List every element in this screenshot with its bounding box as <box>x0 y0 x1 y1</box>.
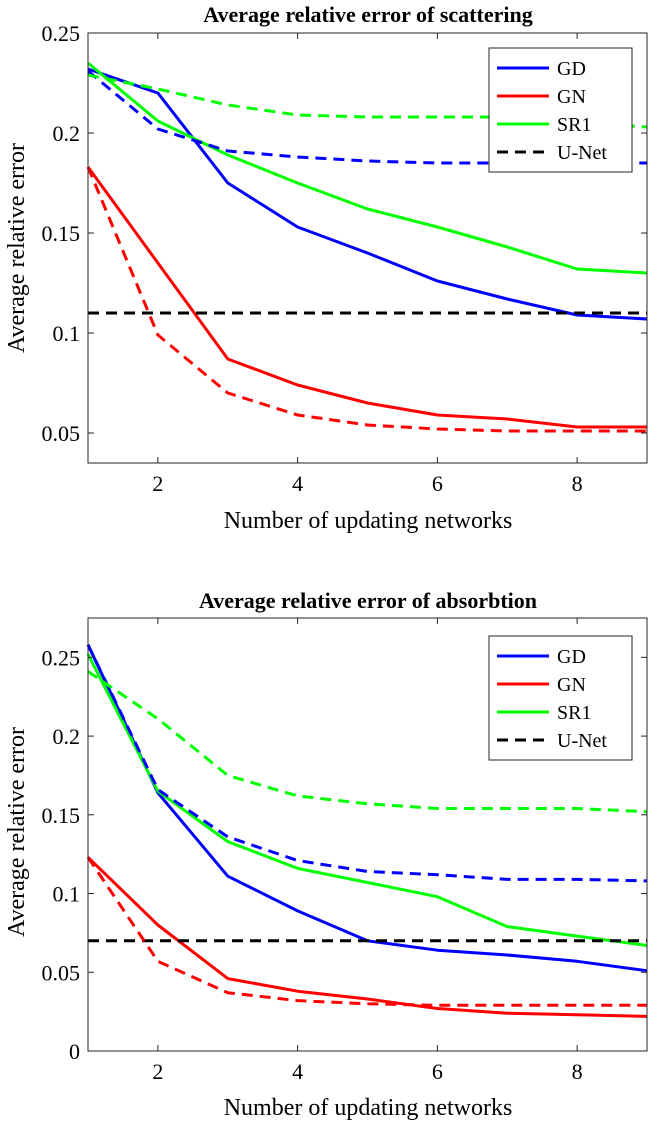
x-tick-label: 6 <box>432 1059 443 1084</box>
x-axis-ticks: 2 4 6 8 <box>152 618 583 1084</box>
x-axis-label: Number of updating networks <box>224 508 513 534</box>
x-tick-label: 8 <box>572 471 583 496</box>
x-tick-label: 6 <box>432 471 443 496</box>
plot-frame <box>87 617 648 1052</box>
y-tick-label: 0.2 <box>53 121 81 146</box>
legend: GD GN SR1 U-Net <box>488 635 633 761</box>
legend-label: SR1 <box>557 702 591 724</box>
legend-label: GN <box>557 674 586 696</box>
legend-label: SR1 <box>557 114 591 136</box>
y-tick-label: 0.1 <box>53 882 81 907</box>
plot-frame <box>87 32 648 464</box>
y-axis-label: Average relative error <box>4 143 30 353</box>
y-tick-label: 0.25 <box>42 21 81 46</box>
x-axis-label: Number of updating networks <box>224 1095 513 1121</box>
legend-box <box>488 47 633 173</box>
series-line-gd <box>87 67 648 321</box>
legend-items: GD GN SR1 U-Net <box>497 646 607 752</box>
y-tick-label: 0.25 <box>42 645 81 670</box>
plot-lines <box>86 644 648 1018</box>
x-tick-label: 2 <box>152 1059 163 1084</box>
y-axis-label: Average relative error <box>4 727 30 937</box>
chart-title: Average relative error of absorbtion <box>199 588 537 613</box>
x-tick-label: 8 <box>572 1059 583 1084</box>
y-tick-label: 0.15 <box>42 803 81 828</box>
legend: GD GN SR1 U-Net <box>488 47 633 173</box>
series-line-dashed-5 <box>86 856 647 1007</box>
legend-label: GD <box>557 646 586 668</box>
series-line-dashed-5 <box>86 166 647 433</box>
absorbtion-error-chart: Average relative error of absorbtion 2 4 6… <box>4 588 648 1121</box>
y-tick-label: 0 <box>69 1039 80 1064</box>
x-tick-label: 4 <box>292 1059 303 1084</box>
y-tick-label: 0.2 <box>53 724 81 749</box>
x-axis-ticks: 2 4 6 8 <box>152 33 583 496</box>
chart-title: Average relative error of scattering <box>203 2 532 27</box>
y-axis-ticks: 0.05 0.1 0.15 0.2 0.25 <box>42 21 647 446</box>
legend-label: U-Net <box>557 142 607 164</box>
scattering-error-chart: Average relative error of scattering 2 4 6… <box>4 2 648 534</box>
series-line-dashed-4 <box>86 644 648 883</box>
y-tick-label: 0.05 <box>42 960 81 985</box>
x-tick-label: 4 <box>292 471 303 496</box>
series-line-gn <box>86 166 647 429</box>
y-tick-label: 0.15 <box>42 221 81 246</box>
y-axis-ticks: 0 0.05 0.1 0.15 0.2 0.25 <box>42 645 647 1064</box>
legend-label: U-Net <box>557 730 607 752</box>
series-line-gn <box>86 856 648 1018</box>
y-tick-label: 0.05 <box>42 421 81 446</box>
series-line-sr1 <box>87 61 648 275</box>
legend-label: GN <box>557 86 586 108</box>
legend-label: GD <box>557 58 586 80</box>
series-line-sr1 <box>86 653 648 947</box>
x-tick-label: 2 <box>152 471 163 496</box>
y-tick-label: 0.1 <box>53 321 81 346</box>
series-line-dashed-6 <box>87 670 648 814</box>
legend-items: GD GN SR1 U-Net <box>497 58 607 164</box>
